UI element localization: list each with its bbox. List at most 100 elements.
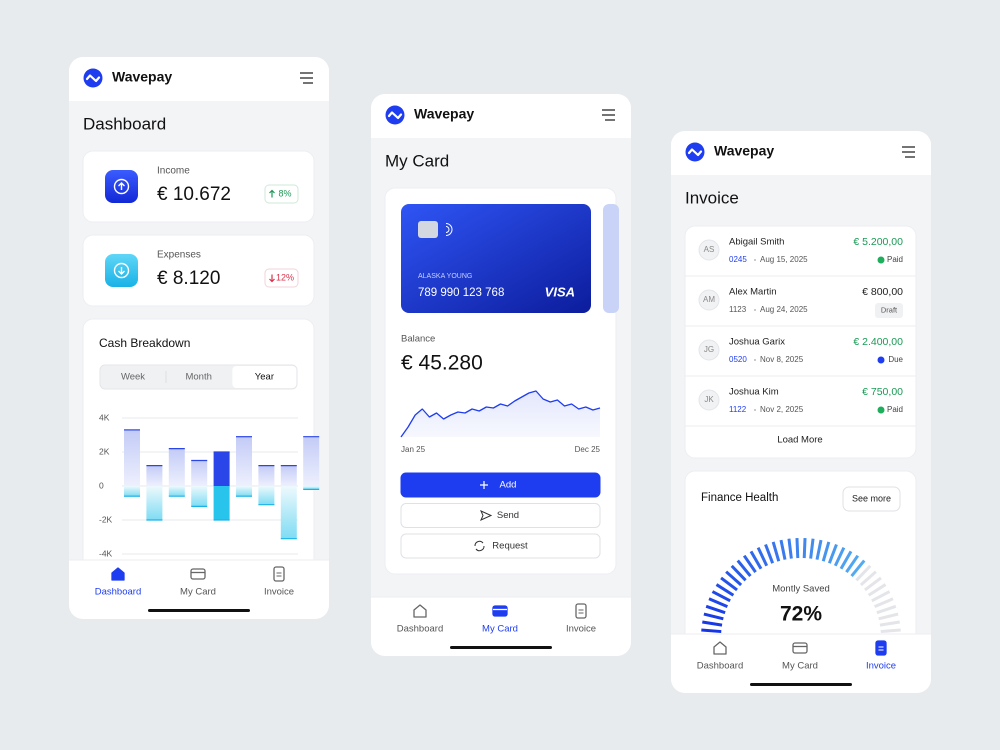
nav-icon [792, 642, 808, 654]
app-header [671, 131, 931, 175]
bar [280, 465, 297, 486]
bar [303, 486, 320, 490]
nav-label[interactable]: My Card [782, 661, 818, 672]
see-more[interactable]: See more [852, 493, 891, 503]
invoice-name: Alex Martin [729, 287, 777, 298]
nav-label[interactable]: Dashboard [697, 661, 743, 672]
invoice-date: Aug 24, 2025 [760, 305, 808, 314]
gauge-tick [879, 620, 900, 627]
load-more[interactable]: Load More [777, 435, 822, 446]
invoice-id: 0520 [729, 355, 747, 364]
gauge-tick [845, 554, 860, 574]
nav-icon [492, 605, 508, 617]
bar [258, 465, 275, 486]
bar [146, 486, 163, 520]
gauge-tick [730, 564, 747, 582]
nav-label[interactable]: Invoice [566, 624, 596, 635]
nav-label[interactable]: Invoice [264, 587, 294, 598]
bar [168, 448, 185, 486]
nav-icon [413, 604, 427, 618]
bar [280, 486, 297, 539]
gauge-tick [833, 547, 846, 567]
status-icon [877, 256, 885, 264]
screen-title: Dashboard [83, 114, 166, 133]
bar [236, 486, 252, 497]
nav-label[interactable]: Dashboard [397, 624, 443, 635]
tab[interactable]: Week [121, 372, 145, 383]
nav-label[interactable]: My Card [482, 624, 518, 635]
see-more-button[interactable] [842, 486, 901, 512]
cash-title: Cash Breakdown [99, 336, 190, 350]
invoice-name: Joshua Garix [729, 337, 785, 348]
tab[interactable]: Year [255, 372, 274, 383]
action-button[interactable] [400, 503, 601, 528]
action-button[interactable] [400, 533, 601, 559]
y-tick-label: 4K [99, 412, 110, 422]
change-arrow [269, 189, 275, 198]
action-icon [480, 481, 488, 489]
trend-line [400, 390, 601, 438]
app-header [371, 94, 631, 138]
expenses-amount: € 8.120 [157, 268, 220, 289]
bar [213, 452, 230, 486]
tab[interactable]: Month [185, 372, 211, 383]
invoice-date: Nov 8, 2025 [760, 355, 804, 364]
gauge-tick [701, 628, 722, 634]
nav-label[interactable]: My Card [180, 587, 216, 598]
invoice-status: Due [888, 355, 903, 364]
phone-screen: Wavepay Dashboard Income € 10.672 8% Expenses… [69, 57, 329, 619]
bar [258, 486, 275, 505]
bar [213, 486, 230, 520]
logo-wave [687, 148, 703, 157]
action-label[interactable]: Add [500, 480, 517, 491]
status-icon [877, 356, 885, 364]
home-indicator [450, 646, 552, 649]
gauge-tick [874, 597, 894, 609]
card-network: VISA [545, 284, 575, 299]
action-button[interactable] [400, 472, 601, 498]
gauge-tick [795, 538, 800, 559]
action-label[interactable]: Send [497, 510, 519, 521]
gauge-tick [876, 604, 897, 615]
bar [168, 486, 185, 497]
separator-dot [754, 359, 756, 361]
gauge-tick [711, 590, 731, 603]
bar [124, 429, 140, 486]
nav-label[interactable]: Dashboard [95, 587, 141, 598]
invoice-list [684, 225, 917, 459]
nav-icon [875, 640, 887, 656]
gauge-tick [702, 620, 723, 627]
avatar-initials: JK [704, 395, 714, 404]
gauge-tick [742, 554, 757, 574]
y-tick-label: 2K [99, 446, 110, 456]
gauge-tick [725, 570, 743, 587]
nav-icon [713, 641, 727, 655]
action-icon [474, 540, 485, 552]
action-icon [480, 510, 493, 521]
gauge-tick [864, 576, 882, 592]
bar [191, 460, 208, 486]
expenses-card [82, 234, 315, 307]
gauge-tick [878, 612, 899, 621]
contactless [445, 226, 450, 233]
action-label[interactable]: Request [492, 541, 528, 552]
gauge-tick [867, 583, 887, 597]
income-amount: € 10.672 [157, 184, 231, 205]
gauge-tick [771, 541, 781, 562]
gauge-tick [850, 559, 866, 577]
expenses-icon [113, 262, 130, 279]
invoice-date: Nov 2, 2025 [760, 405, 804, 414]
card-peek [603, 204, 619, 313]
bar [146, 465, 163, 486]
bar [303, 436, 320, 486]
avatar-initials: JG [704, 345, 714, 354]
card-chip [418, 221, 438, 238]
x-label: Jan 25 [401, 445, 426, 454]
expenses-icon [118, 267, 125, 275]
gauge-tick [705, 604, 726, 615]
gauge-tick [703, 612, 724, 621]
bar [124, 486, 140, 497]
invoice-id: 1123 [729, 305, 747, 314]
nav-label[interactable]: Invoice [866, 661, 896, 672]
avatar [698, 389, 720, 411]
